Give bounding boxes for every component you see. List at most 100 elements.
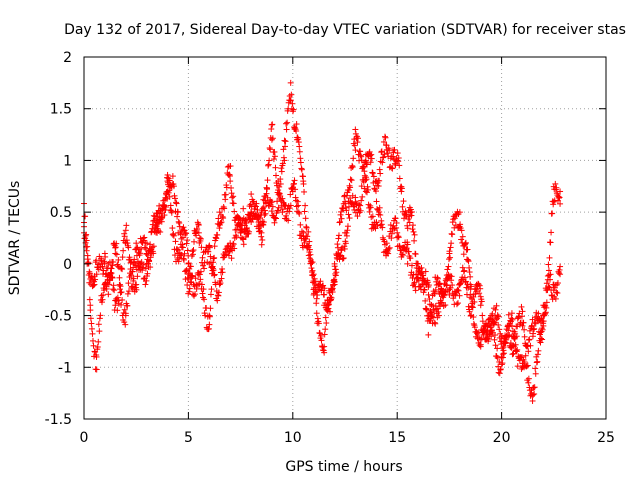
data-point-upper — [192, 275, 199, 282]
data-point-lower — [471, 298, 478, 305]
data-point-lower — [174, 250, 181, 257]
data-point-upper — [474, 330, 481, 337]
data-point-upper — [97, 312, 104, 319]
data-point-lower — [119, 254, 126, 261]
data-point-upper — [124, 290, 131, 297]
data-point-upper — [477, 343, 484, 350]
data-point-upper — [266, 145, 273, 152]
data-point-upper — [121, 319, 128, 326]
data-point-lower — [93, 257, 100, 264]
data-point-lower — [196, 234, 203, 241]
data-point-upper — [93, 353, 100, 360]
data-point-lower — [376, 204, 383, 211]
data-point-lower — [540, 302, 547, 309]
data-point-lower — [436, 280, 443, 287]
data-point-upper — [112, 244, 119, 251]
data-point-upper — [402, 208, 409, 215]
data-point-upper — [280, 146, 287, 153]
data-point-upper — [206, 321, 213, 328]
data-point-upper — [358, 153, 365, 160]
data-point-lower — [283, 212, 290, 219]
data-point-upper — [143, 250, 150, 257]
data-point-lower — [146, 247, 153, 254]
data-point-upper — [287, 79, 294, 86]
data-point-upper — [435, 312, 442, 319]
data-point-lower — [446, 291, 453, 298]
data-point-lower — [486, 316, 493, 323]
data-point-upper — [137, 250, 144, 257]
data-point-lower — [147, 241, 154, 248]
data-point-upper — [183, 240, 190, 247]
data-point-lower — [251, 206, 258, 213]
data-point-lower — [199, 254, 206, 261]
data-point-lower — [492, 342, 499, 349]
data-point-lower — [126, 254, 133, 261]
data-point-upper — [346, 182, 353, 189]
data-point-upper — [195, 281, 202, 288]
data-point-lower — [197, 235, 204, 242]
data-point-lower — [108, 265, 115, 272]
data-point-lower — [321, 285, 328, 292]
data-point-lower — [501, 338, 508, 345]
y-tick-label: 1.5 — [50, 102, 72, 118]
data-point-lower — [484, 323, 491, 330]
data-point-upper — [542, 309, 549, 316]
data-point-lower — [180, 255, 187, 262]
data-point-upper — [96, 328, 103, 335]
data-point-lower — [201, 265, 208, 272]
data-point-upper — [267, 146, 274, 153]
data-point-upper — [113, 240, 120, 247]
data-point-upper — [230, 200, 237, 207]
data-point-upper — [221, 205, 228, 212]
data-point-upper — [508, 310, 515, 317]
data-point-upper — [243, 219, 250, 226]
data-point-lower — [509, 351, 516, 358]
data-point-upper — [464, 246, 471, 253]
data-point-upper — [86, 296, 93, 303]
x-tick-label: 15 — [388, 430, 406, 446]
data-point-upper — [222, 196, 229, 203]
data-point-lower — [158, 214, 165, 221]
data-point-lower — [112, 302, 119, 309]
data-point-upper — [462, 239, 469, 246]
data-point-upper — [316, 330, 323, 337]
data-point-lower — [491, 336, 498, 343]
data-point-upper — [214, 231, 221, 238]
data-point-lower — [443, 282, 450, 289]
data-point-upper — [226, 172, 233, 179]
data-point-lower — [276, 190, 283, 197]
data-point-upper — [458, 227, 465, 234]
data-point-upper — [283, 120, 290, 127]
data-point-upper — [211, 243, 218, 250]
data-point-upper — [538, 335, 545, 342]
data-point-lower — [183, 267, 190, 274]
data-point-upper — [341, 193, 348, 200]
data-point-lower — [385, 245, 392, 252]
data-point-upper — [525, 379, 532, 386]
data-point-upper — [321, 349, 328, 356]
data-point-lower — [256, 228, 263, 235]
data-point-lower — [440, 303, 447, 310]
data-point-upper — [549, 210, 556, 217]
data-point-lower — [155, 220, 162, 227]
y-tick-label: -1.5 — [45, 412, 72, 428]
data-point-lower — [214, 292, 221, 299]
y-tick-label: -0.5 — [45, 309, 72, 325]
data-point-upper — [392, 160, 399, 167]
data-point-upper — [432, 320, 439, 327]
data-point-lower — [374, 205, 381, 212]
data-point-upper — [125, 280, 132, 287]
data-point-lower — [189, 251, 196, 258]
data-point-lower — [366, 208, 373, 215]
data-point-lower — [338, 247, 345, 254]
data-point-upper — [404, 222, 411, 229]
data-point-upper — [98, 292, 105, 299]
data-point-upper — [265, 162, 272, 169]
data-point-upper — [372, 188, 379, 195]
data-point-upper — [213, 235, 220, 242]
data-point-lower — [289, 188, 296, 195]
data-point-lower — [128, 272, 135, 279]
data-point-lower — [442, 302, 449, 309]
data-point-upper — [281, 137, 288, 144]
data-point-upper — [295, 136, 302, 143]
